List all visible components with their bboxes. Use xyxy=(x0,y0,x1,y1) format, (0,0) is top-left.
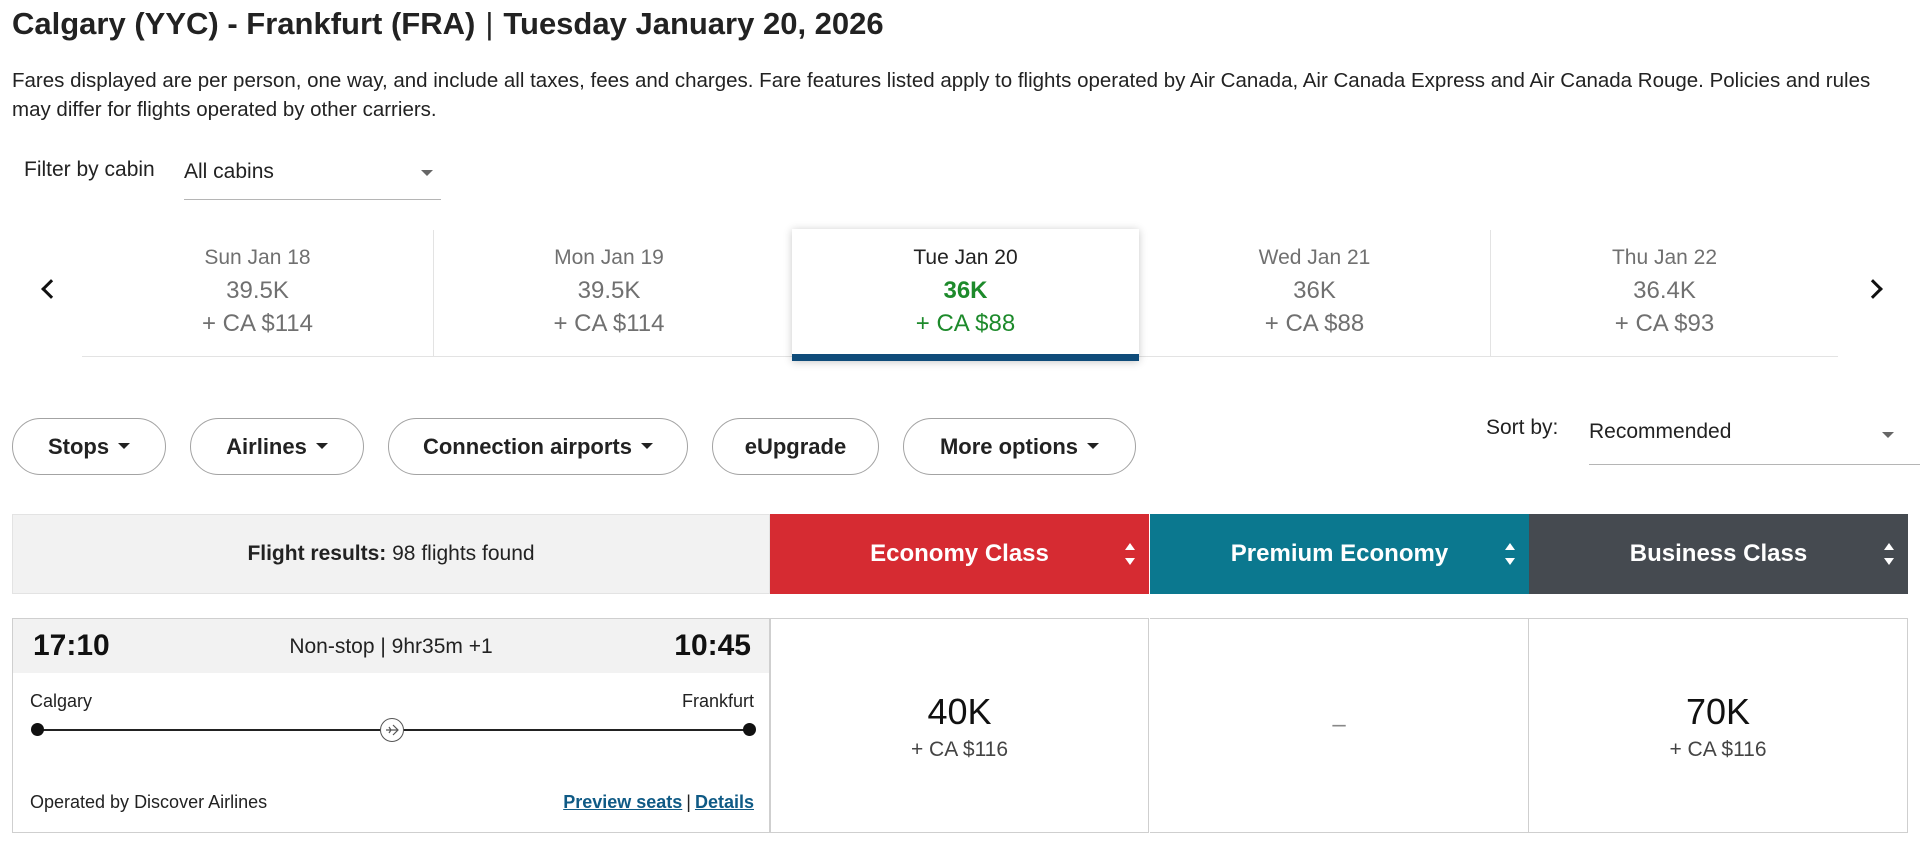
business-fare-cash: + CA $116 xyxy=(1669,738,1767,761)
cabin-filter-value: All cabins xyxy=(184,160,274,183)
origin-city: Calgary xyxy=(30,691,93,711)
date-points: 39.5K xyxy=(226,277,289,304)
sort-value: Recommended xyxy=(1589,420,1732,443)
economy-fare-cash: + CA $116 xyxy=(910,738,1009,761)
chevron-left-icon[interactable] xyxy=(41,279,61,299)
origin-dot xyxy=(31,723,44,736)
date-points: 36K xyxy=(943,277,988,304)
sort-arrows-icon xyxy=(1505,543,1515,565)
economy-class-label: Economy Class xyxy=(870,540,1049,567)
sort-arrows-icon xyxy=(1125,543,1135,565)
results-label: Flight results: xyxy=(247,542,387,565)
cabin-filter-label: Filter by cabin xyxy=(24,158,155,181)
caret-down-icon xyxy=(421,170,433,176)
preview-seats-link[interactable]: Preview seats xyxy=(563,792,683,812)
flight-results-header: Flight results: 98 flights found xyxy=(12,514,770,594)
connection-airports-filter-button[interactable]: Connection airports xyxy=(388,418,688,475)
airlines-filter-button[interactable]: Airlines xyxy=(190,418,364,475)
date-label: Sun Jan 18 xyxy=(204,246,311,269)
date-cash: + CA $114 xyxy=(202,310,313,337)
date-label: Wed Jan 21 xyxy=(1258,246,1371,269)
fare-disclaimer: Fares displayed are per person, one way,… xyxy=(12,69,1871,121)
destination-dot xyxy=(743,723,756,736)
cabin-filter-select[interactable]: All cabins xyxy=(184,148,441,200)
date-cash: + CA $93 xyxy=(1614,310,1715,337)
date-option-jan-19[interactable]: Mon Jan 19 39.5K + CA $114 xyxy=(433,230,784,356)
caret-down-icon xyxy=(1882,432,1894,438)
premium-economy-unavailable: – xyxy=(1332,711,1346,738)
results-count: 98 flights found xyxy=(392,542,535,565)
premium-economy-header[interactable]: Premium Economy xyxy=(1150,514,1529,594)
date-points: 39.5K xyxy=(577,277,641,304)
route-title: Calgary (YYC) - Frankfurt (FRA) xyxy=(12,6,476,41)
economy-class-header[interactable]: Economy Class xyxy=(770,514,1149,594)
date-cash: + CA $114 xyxy=(553,310,665,337)
date-option-jan-22[interactable]: Thu Jan 22 36.4K + CA $93 xyxy=(1490,230,1838,356)
date-cash: + CA $88 xyxy=(915,310,1016,337)
operated-by-text: Operated by Discover Airlines xyxy=(30,792,268,812)
date-label: Tue Jan 20 xyxy=(913,246,1018,269)
sort-label: Sort by: xyxy=(1486,416,1559,439)
flight-links: Preview seats | Details xyxy=(563,792,754,813)
more-options-filter-button[interactable]: More options xyxy=(903,418,1136,475)
date-points: 36.4K xyxy=(1633,277,1696,304)
business-class-label: Business Class xyxy=(1629,540,1808,567)
caret-down-icon xyxy=(315,443,328,450)
stops-filter-button[interactable]: Stops xyxy=(12,418,166,475)
destination-city: Frankfurt xyxy=(681,691,754,711)
premium-economy-fare-cell: – xyxy=(1150,618,1529,833)
sort-select[interactable]: Recommended xyxy=(1589,405,1920,465)
date-carousel: Sun Jan 18 39.5K + CA $114 Mon Jan 19 39… xyxy=(82,229,1838,361)
caret-down-icon xyxy=(118,443,131,450)
details-link[interactable]: Details xyxy=(694,792,754,812)
arrival-time: 10:45 xyxy=(674,629,751,662)
plane-icon xyxy=(380,718,404,742)
date-label: Thu Jan 22 xyxy=(1611,246,1718,269)
flight-duration: Non-stop | 9hr35m +1 xyxy=(289,635,493,658)
eupgrade-filter-button[interactable]: eUpgrade xyxy=(712,418,879,475)
date-option-jan-20-selected[interactable]: Tue Jan 20 36K + CA $88 xyxy=(792,229,1139,361)
page-title: Calgary (YYC) - Frankfurt (FRA) | Tuesday … xyxy=(12,6,884,42)
link-separator: | xyxy=(686,792,691,812)
date-points: 36K xyxy=(1293,277,1336,304)
caret-down-icon xyxy=(1087,443,1100,450)
title-separator: | xyxy=(485,6,494,41)
sort-arrows-icon xyxy=(1884,543,1894,565)
more-options-filter-label: More options xyxy=(939,434,1079,459)
business-class-header[interactable]: Business Class xyxy=(1529,514,1908,594)
stops-filter-label: Stops xyxy=(47,434,110,459)
chevron-right-icon[interactable] xyxy=(1863,279,1883,299)
economy-fare-points: 40K xyxy=(927,691,992,732)
date-option-jan-18[interactable]: Sun Jan 18 39.5K + CA $114 xyxy=(82,230,433,356)
date-title: Tuesday January 20, 2026 xyxy=(503,6,884,41)
date-label: Mon Jan 19 xyxy=(554,246,664,269)
eupgrade-filter-label: eUpgrade xyxy=(744,434,847,459)
premium-economy-label: Premium Economy xyxy=(1230,540,1449,567)
connection-airports-filter-label: Connection airports xyxy=(422,434,632,459)
date-cash: + CA $88 xyxy=(1264,310,1365,337)
date-option-jan-21[interactable]: Wed Jan 21 36K + CA $88 xyxy=(1139,230,1490,356)
caret-down-icon xyxy=(641,443,653,450)
economy-fare-cell[interactable]: 40K + CA $116 xyxy=(770,618,1149,833)
business-fare-cell[interactable]: 70K + CA $116 xyxy=(1529,618,1908,833)
business-fare-points: 70K xyxy=(1685,691,1751,732)
flight-summary-bar: 17:10 Non-stop | 9hr35m +1 10:45 xyxy=(13,619,769,673)
airlines-filter-label: Airlines xyxy=(226,434,307,459)
flight-card: 17:10 Non-stop | 9hr35m +1 10:45 Calgary… xyxy=(12,618,770,833)
departure-time: 17:10 xyxy=(33,629,110,662)
